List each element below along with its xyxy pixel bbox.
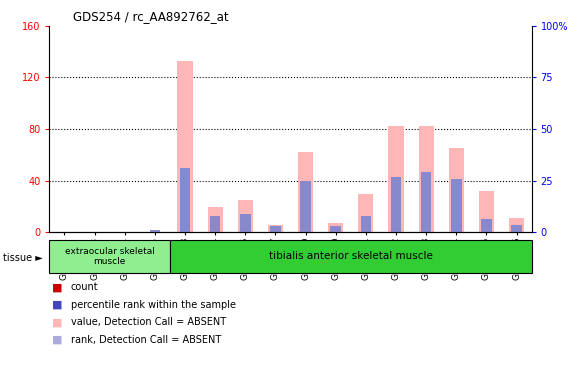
Bar: [481, 220, 492, 232]
Text: percentile rank within the sample: percentile rank within the sample: [71, 300, 236, 310]
Bar: [149, 230, 160, 232]
Bar: [509, 218, 524, 232]
Text: value, Detection Call = ABSENT: value, Detection Call = ABSENT: [71, 317, 226, 328]
Bar: [177, 60, 192, 232]
Text: tibialis anterior skeletal muscle: tibialis anterior skeletal muscle: [269, 251, 433, 261]
Text: ■: ■: [52, 317, 63, 328]
Text: extraocular skeletal
muscle: extraocular skeletal muscle: [64, 246, 155, 266]
Bar: [238, 200, 253, 232]
Text: rank, Detection Call = ABSENT: rank, Detection Call = ABSENT: [71, 335, 221, 345]
Bar: [210, 216, 220, 232]
Bar: [328, 223, 343, 232]
Bar: [298, 152, 313, 232]
Bar: [390, 177, 401, 232]
Bar: [421, 172, 432, 232]
Bar: [479, 191, 494, 232]
Bar: [511, 225, 522, 232]
Bar: [180, 168, 191, 232]
Bar: [270, 226, 281, 232]
Bar: [418, 126, 433, 232]
Text: count: count: [71, 282, 99, 292]
Bar: [268, 225, 283, 232]
Text: ■: ■: [52, 300, 63, 310]
Bar: [207, 206, 223, 232]
Text: GDS254 / rc_AA892762_at: GDS254 / rc_AA892762_at: [74, 10, 229, 23]
Bar: [240, 214, 250, 232]
Bar: [449, 148, 464, 232]
Bar: [358, 194, 374, 232]
Bar: [331, 226, 341, 232]
Bar: [361, 216, 371, 232]
Bar: [389, 126, 404, 232]
Bar: [170, 240, 532, 273]
Text: ■: ■: [52, 282, 63, 292]
Bar: [49, 240, 170, 273]
Text: tissue ►: tissue ►: [3, 253, 42, 263]
Bar: [300, 181, 311, 232]
Bar: [451, 179, 461, 232]
Text: ■: ■: [52, 335, 63, 345]
